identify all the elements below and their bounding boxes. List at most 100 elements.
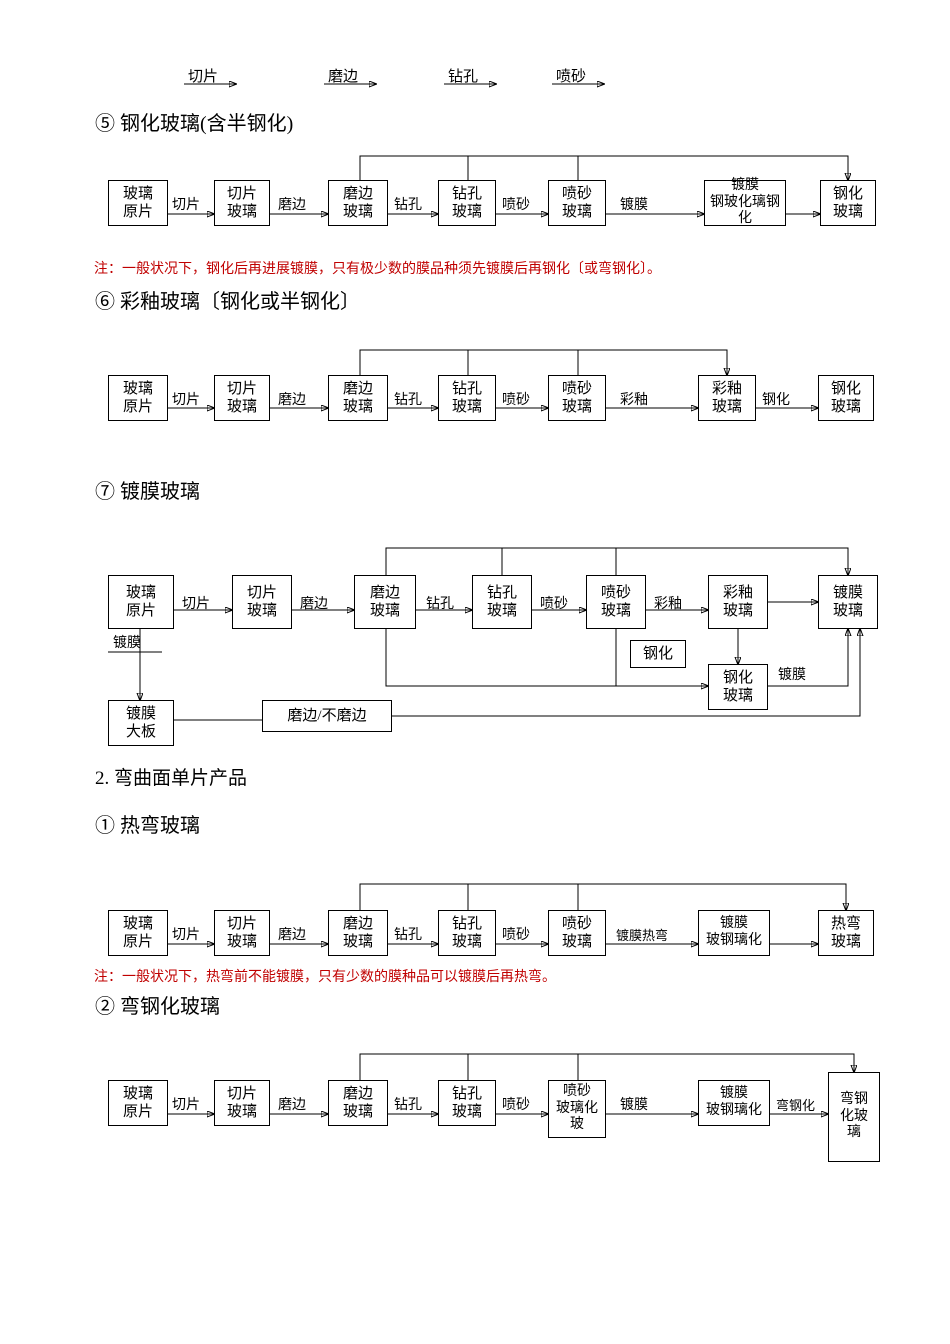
box-22-bendtemper: 弯钢 化玻 璃	[828, 1072, 880, 1162]
edge-7-coat-right: 镀膜	[778, 668, 806, 685]
box-7-enamel-l2: 玻璃	[723, 602, 753, 620]
note-5: 注：一般状况下，钢化后再进展镀膜，只有极少数的膜品种须先镀膜后再钢化〔或弯钢化〕…	[94, 262, 661, 279]
edge-6-sand: 喷砂	[502, 393, 530, 410]
box-22-sand: 喷砂 玻璃化玻	[548, 1080, 606, 1138]
box-5-drill: 钻孔 玻璃	[438, 180, 496, 226]
box-21-sand-l2: 玻璃	[562, 933, 592, 951]
box-6-raw-l1: 玻璃	[123, 380, 153, 398]
edge-21-sand: 喷砂	[502, 928, 530, 945]
note-21: 注：一般状况下，热弯前不能镀膜，只有少数的膜种品可以镀膜后再热弯。	[94, 970, 556, 987]
box-7-sand-l1: 喷砂	[601, 584, 631, 602]
edge-21-grind: 磨边	[278, 928, 306, 945]
edge-7-enamel: 彩釉	[654, 597, 682, 614]
box-5-temper-l1: 钢化	[833, 185, 863, 203]
box-7-grind-l1: 磨边	[370, 584, 400, 602]
box-5-grind: 磨边 玻璃	[328, 180, 388, 226]
box-7-grind-nogrind: 磨边/不磨边	[262, 700, 392, 732]
edge-7-sand: 喷砂	[540, 597, 568, 614]
box-21-cut-l2: 玻璃	[227, 933, 257, 951]
box-5-temper-l2: 玻璃	[833, 203, 863, 221]
box-5-grind-l2: 玻璃	[343, 203, 373, 221]
edge-21-drill: 钻孔	[394, 928, 422, 945]
box-6-cut-l1: 切片	[227, 380, 257, 398]
box-7-drill: 钻孔 玻璃	[472, 575, 532, 629]
edge-22-cut: 切片	[172, 1098, 200, 1115]
box-22-raw-l2: 原片	[123, 1103, 153, 1121]
top-step-cut: 切片	[188, 68, 218, 86]
box-21-sand-l1: 喷砂	[562, 915, 592, 933]
box-7-tempered-l2: 玻璃	[723, 687, 753, 705]
edge-22-coat: 镀膜	[620, 1098, 648, 1115]
box-7-grind: 磨边 玻璃	[354, 575, 416, 629]
box-22-cut: 切片 玻璃	[214, 1080, 270, 1126]
edge-5-cut: 切片	[172, 198, 200, 215]
box-7-cut: 切片 玻璃	[232, 575, 292, 629]
box-5-drill-l1: 钻孔	[452, 185, 482, 203]
box-6-drill: 钻孔 玻璃	[438, 375, 496, 421]
section-2: 2. 弯曲面单片产品	[95, 768, 247, 791]
box-22-sand-l2: 玻璃化玻	[551, 1101, 603, 1135]
edge-7-drill: 钻孔	[426, 597, 454, 614]
box-21-drill-l1: 钻孔	[452, 915, 482, 933]
box-6-cut: 切片 玻璃	[214, 375, 270, 421]
top-step-grind: 磨边	[328, 68, 358, 86]
box-6-raw-l2: 原片	[123, 398, 153, 416]
page: 切片 磨边 钻孔 喷砂 ⑤ 钢化玻璃(含半钢化) 玻璃 原片 切片 切片 玻璃 …	[0, 0, 950, 1344]
top-step-sand: 喷砂	[556, 68, 586, 86]
edge-7-coat-down: 镀膜	[113, 636, 141, 653]
box-22-raw: 玻璃 原片	[108, 1080, 168, 1126]
box-21-grind-l2: 玻璃	[343, 933, 373, 951]
box-7-raw-l1: 玻璃	[126, 584, 156, 602]
edge-6-grind: 磨边	[278, 393, 306, 410]
box-22-drill-l1: 钻孔	[452, 1085, 482, 1103]
box-21-bend: 热弯 玻璃	[818, 910, 874, 956]
box-7-temper-only-l: 钢化	[643, 645, 673, 663]
box-22-bendtemper-l2: 化玻	[840, 1109, 868, 1126]
heading-7: ⑦ 镀膜玻璃	[95, 480, 200, 504]
box-5-sand-l1: 喷砂	[562, 185, 592, 203]
box-6-temper-l2: 玻璃	[831, 398, 861, 416]
box-7-coat: 镀膜 玻璃	[818, 575, 878, 629]
box-7-sand: 喷砂 玻璃	[586, 575, 646, 629]
heading-2-2: ② 弯钢化玻璃	[95, 995, 220, 1019]
box-7-cut-l2: 玻璃	[247, 602, 277, 620]
edge-5-drill: 钻孔	[394, 198, 422, 215]
box-6-sand-l1: 喷砂	[562, 380, 592, 398]
box-6-enamel-l2: 玻璃	[712, 398, 742, 416]
top-step-drill: 钻孔	[448, 68, 478, 86]
box-21-drill-l2: 玻璃	[452, 933, 482, 951]
box-7-tempered-l1: 钢化	[723, 669, 753, 687]
box-6-raw: 玻璃 原片	[108, 375, 168, 421]
box-6-temper-l1: 钢化	[831, 380, 861, 398]
box-21-drill: 钻孔 玻璃	[438, 910, 496, 956]
box-21-sand: 喷砂 玻璃	[548, 910, 606, 956]
edge-6-enamel: 彩釉	[620, 393, 648, 410]
edge-22-drill: 钻孔	[394, 1098, 422, 1115]
box-6-sand-l2: 玻璃	[562, 398, 592, 416]
box-7-coatbig-l2: 大板	[126, 723, 156, 741]
edge-22-bendtemper: 弯钢化	[776, 1098, 815, 1114]
box-22-sand-l1: 喷砂	[563, 1084, 591, 1101]
edge-5-coat: 镀膜	[620, 198, 648, 215]
edge-22-sand: 喷砂	[502, 1098, 530, 1115]
box-7-coatbig: 镀膜 大板	[108, 700, 174, 746]
box-7-temper-only: 钢化	[630, 640, 686, 668]
box-5-cut-l1: 切片	[227, 185, 257, 203]
box-22-cut-l2: 玻璃	[227, 1103, 257, 1121]
box-7-grind-l2: 玻璃	[370, 602, 400, 620]
box-21-raw: 玻璃 原片	[108, 910, 168, 956]
box-5-raw-l2: 原片	[123, 203, 153, 221]
box-6-enamel: 彩釉 玻璃	[698, 375, 756, 421]
box-5-temper: 钢化 玻璃	[820, 180, 876, 226]
heading-5: ⑤ 钢化玻璃(含半钢化)	[95, 112, 293, 136]
box-6-grind: 磨边 玻璃	[328, 375, 388, 421]
box-5-grind-l1: 磨边	[343, 185, 373, 203]
box-5-cut-l2: 玻璃	[227, 203, 257, 221]
box-7-coat-l2: 玻璃	[833, 602, 863, 620]
box-22-grind-l1: 磨边	[343, 1085, 373, 1103]
box-7-tempered: 钢化 玻璃	[708, 664, 768, 710]
edge-7-grind: 磨边	[300, 597, 328, 614]
box-21-coat: 镀膜 玻钢璃化	[698, 910, 770, 956]
box-5-drill-l2: 玻璃	[452, 203, 482, 221]
box-6-drill-l2: 玻璃	[452, 398, 482, 416]
